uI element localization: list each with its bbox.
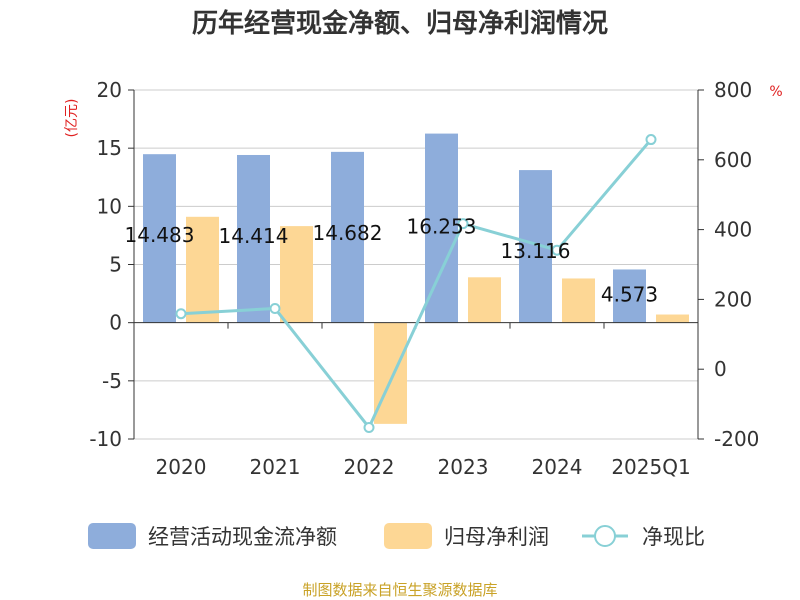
- ratio-line-path: [180, 138, 653, 431]
- left-tick-label: 0: [109, 311, 122, 335]
- right-tick-label: 800: [714, 78, 752, 102]
- data-label: 16.253: [407, 215, 477, 239]
- x-tick-label: 2024: [532, 455, 583, 479]
- right-tick-label: 0: [714, 357, 727, 381]
- legend: 经营活动现金流净额 归母净利润 净现比: [88, 523, 705, 549]
- left-tick-label: 10: [97, 194, 122, 218]
- ratio-point: [645, 134, 657, 146]
- data-label: 14.414: [219, 224, 289, 248]
- ratio-point: [269, 302, 281, 314]
- right-tick-label: 600: [714, 148, 752, 172]
- left-tick-label: 20: [97, 78, 122, 102]
- data-label: 14.682: [313, 221, 383, 245]
- ratio-line: [175, 134, 657, 433]
- x-tick-label: 2022: [344, 455, 395, 479]
- legend-swatch: [384, 523, 432, 549]
- ratio-point: [457, 218, 469, 230]
- ratio-point: [175, 308, 187, 320]
- bar-cashflow: [237, 154, 270, 323]
- gridlines: [134, 89, 698, 440]
- bar-cashflow: [143, 154, 176, 323]
- legend-swatch: [88, 523, 136, 549]
- data-label: 4.573: [601, 282, 658, 306]
- axes: 20 15 10 5 0 -5 -10 800 600 400 200 0 -200 2020 2021 20…: [89, 78, 759, 479]
- bar-netprofit: [280, 226, 313, 323]
- bar-netprofit: [562, 278, 595, 323]
- bars: [143, 133, 689, 424]
- bar-cashflow: [331, 151, 364, 323]
- legend-label: 归母净利润: [444, 525, 549, 549]
- data-labels: 14.483 14.414 14.682 16.253 13.116 4.573: [125, 215, 659, 307]
- legend-item: 归母净利润: [384, 523, 549, 549]
- x-tick-label: 2025Q1: [611, 455, 690, 479]
- bar-cashflow: [613, 269, 646, 323]
- right-axis-unit: %: [769, 84, 782, 100]
- bar-netprofit: [186, 216, 219, 323]
- x-tick-label: 2020: [156, 455, 207, 479]
- bar-netprofit: [468, 277, 501, 323]
- legend-item: 净现比: [582, 525, 705, 549]
- legend-label: 净现比: [642, 525, 705, 549]
- ratio-point: [551, 244, 563, 256]
- source-note: 制图数据来自恒生聚源数据库: [302, 581, 497, 599]
- left-tick-label: 5: [109, 253, 122, 277]
- data-label: 14.483: [125, 223, 195, 247]
- chart-title: 历年经营现金净额、归母净利润情况: [192, 8, 608, 39]
- left-axis-unit: (亿元): [64, 99, 80, 138]
- right-tick-label: -200: [714, 427, 759, 451]
- right-tick-label: 400: [714, 218, 752, 242]
- left-tick-label: 15: [97, 136, 122, 160]
- bar-netprofit: [656, 314, 689, 323]
- legend-label: 经营活动现金流净额: [148, 525, 337, 549]
- left-tick-label: -10: [89, 427, 122, 451]
- left-tick-label: -5: [102, 369, 122, 393]
- legend-item: 经营活动现金流净额: [88, 523, 337, 549]
- data-label: 13.116: [501, 239, 571, 263]
- x-tick-label: 2021: [250, 455, 301, 479]
- x-tick-label: 2023: [438, 455, 489, 479]
- legend-marker: [594, 525, 616, 547]
- right-tick-label: 200: [714, 287, 752, 311]
- ratio-point: [363, 421, 375, 433]
